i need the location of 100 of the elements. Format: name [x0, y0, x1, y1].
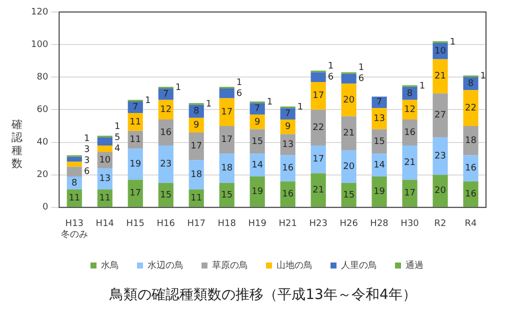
data-label: 9	[254, 117, 260, 128]
y-tick-label: 60	[36, 105, 48, 116]
data-label: 11	[130, 135, 142, 146]
data-label: 12	[160, 105, 172, 116]
data-label: 21	[434, 72, 446, 82]
data-label: 16	[465, 164, 477, 174]
data-label: 18	[465, 136, 477, 146]
x-tick-label: H14	[96, 219, 114, 230]
y-tick-label: 120	[30, 7, 48, 18]
bar	[372, 108, 387, 130]
data-label: 16	[404, 128, 416, 138]
legend-label: 水鳥	[101, 260, 119, 271]
data-label: 10	[434, 46, 446, 56]
data-label: 1	[114, 122, 120, 132]
data-label: 19	[374, 187, 386, 198]
bar	[158, 88, 174, 100]
data-label: 8	[406, 88, 413, 99]
data-label: 1	[450, 37, 456, 48]
data-label: 1	[419, 81, 426, 92]
data-label: 7	[132, 102, 138, 113]
data-label: 1	[236, 78, 242, 88]
x-tick-label: H16	[156, 219, 176, 230]
bar	[280, 134, 296, 156]
x-tick-label: H21	[278, 219, 297, 230]
bar	[219, 98, 234, 126]
data-label: 10	[99, 156, 111, 166]
data-label: 1	[144, 96, 151, 106]
bar	[219, 126, 234, 154]
x-tick-label: H30	[400, 219, 420, 230]
bar	[188, 160, 204, 190]
bar	[280, 108, 296, 120]
data-label: 23	[160, 160, 172, 170]
bar	[219, 182, 234, 207]
data-label: 1	[358, 63, 364, 74]
bar	[402, 180, 418, 207]
x-tick-label: H15	[126, 219, 145, 230]
y-tick-label: 40	[36, 138, 48, 148]
y-axis-title: 確認種数	[12, 118, 22, 170]
data-label: 17	[312, 91, 324, 102]
data-label: 15	[343, 190, 355, 200]
bar	[341, 116, 356, 150]
data-label: 13	[374, 114, 386, 124]
data-label: 16	[160, 128, 172, 138]
bar	[310, 82, 326, 110]
bar	[219, 154, 234, 183]
data-label: 3	[84, 144, 90, 155]
bar	[250, 176, 265, 207]
legend-label: 通過	[406, 260, 424, 271]
data-label: 23	[434, 151, 446, 162]
bar	[310, 146, 326, 174]
data-label: 6	[328, 72, 334, 82]
data-label: 18	[221, 164, 233, 174]
bar	[372, 154, 387, 176]
data-label: 11	[190, 194, 202, 204]
data-label: 11	[68, 194, 80, 204]
y-tick-label: 20	[36, 170, 48, 180]
data-label: 8	[72, 178, 78, 188]
data-label: 1	[297, 102, 304, 113]
data-label: 1	[328, 61, 334, 72]
data-label: 13	[282, 140, 294, 150]
data-label: 7	[254, 104, 260, 114]
data-label: 21	[404, 158, 416, 168]
bar	[310, 72, 326, 82]
bar	[66, 162, 82, 167]
bar	[250, 154, 265, 176]
bar	[402, 119, 418, 146]
y-tick-label: 0	[42, 202, 48, 213]
bar	[463, 126, 478, 156]
bar	[158, 119, 174, 146]
data-label: 16	[282, 164, 294, 174]
data-label: 1	[175, 83, 182, 94]
data-label: 7	[163, 90, 169, 100]
data-label: 17	[130, 188, 142, 199]
data-label: 8	[468, 78, 474, 89]
bar	[310, 173, 326, 207]
data-label: 15	[374, 136, 386, 147]
data-label: 6	[84, 166, 90, 177]
x-tick-label: R4	[464, 219, 478, 230]
bar	[432, 137, 448, 175]
data-label: 22	[465, 103, 476, 114]
data-label: 17	[221, 135, 233, 146]
bar	[402, 86, 418, 100]
data-label: 7	[376, 98, 382, 108]
bar	[128, 180, 143, 207]
bar	[372, 176, 387, 207]
data-label: 16	[465, 189, 477, 200]
bar	[158, 146, 174, 183]
bar	[250, 103, 265, 115]
y-tick-label: 80	[36, 72, 48, 82]
bar	[432, 93, 448, 138]
bar	[341, 150, 356, 183]
bar	[402, 146, 418, 180]
bar	[219, 88, 234, 98]
data-label: 19	[130, 160, 142, 170]
data-label: 12	[404, 105, 416, 116]
data-label: 11	[130, 117, 142, 128]
data-label: 9	[284, 122, 291, 132]
data-label: 22	[312, 122, 324, 133]
text: 鳥類の確認種類数の推移（平成13年～令和4年）	[108, 286, 418, 304]
data-label: 17	[190, 142, 202, 152]
